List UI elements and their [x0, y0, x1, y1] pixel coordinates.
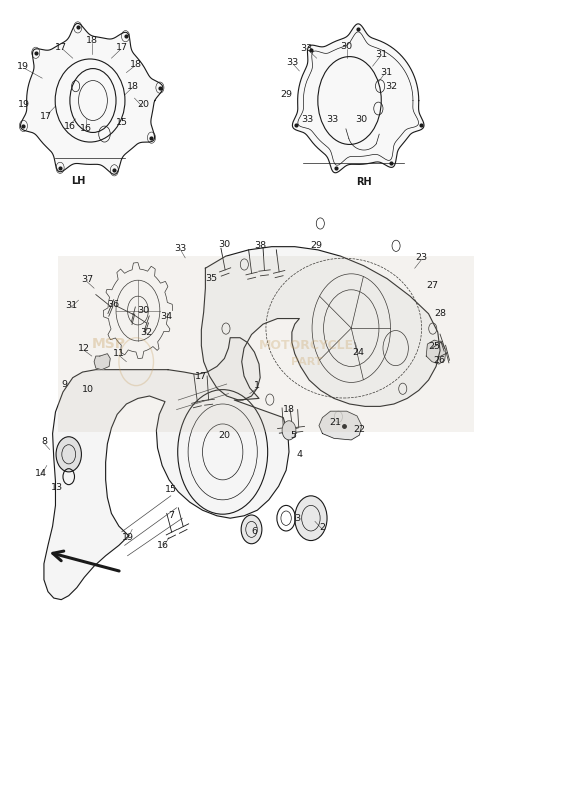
Text: 20: 20: [218, 431, 231, 441]
Text: 29: 29: [280, 90, 292, 98]
Polygon shape: [20, 23, 163, 174]
Polygon shape: [201, 246, 440, 406]
Text: RH: RH: [356, 177, 372, 187]
Text: 18: 18: [86, 36, 98, 45]
Text: 31: 31: [65, 302, 77, 310]
Text: 21: 21: [329, 418, 341, 427]
Text: 17: 17: [116, 42, 128, 51]
Text: 33: 33: [301, 115, 314, 124]
Text: 33: 33: [300, 44, 313, 53]
Text: 19: 19: [17, 62, 28, 70]
Text: 12: 12: [78, 343, 90, 353]
Text: 17: 17: [195, 371, 208, 381]
Text: 20: 20: [138, 100, 150, 109]
Text: 30: 30: [340, 42, 353, 50]
Text: 4: 4: [297, 450, 302, 459]
Text: 25: 25: [428, 342, 440, 351]
Text: 30: 30: [355, 115, 367, 124]
Text: 16: 16: [80, 124, 92, 133]
Text: LH: LH: [71, 176, 86, 186]
Text: 7: 7: [168, 511, 174, 520]
Text: 10: 10: [82, 385, 94, 394]
Text: MSP: MSP: [92, 337, 126, 351]
Text: 22: 22: [353, 425, 365, 434]
Polygon shape: [94, 354, 110, 370]
FancyBboxPatch shape: [58, 256, 473, 432]
Text: 13: 13: [51, 483, 63, 492]
Text: 18: 18: [127, 82, 139, 90]
Text: 15: 15: [165, 485, 177, 494]
Text: 26: 26: [433, 356, 445, 366]
Text: 31: 31: [380, 68, 392, 77]
Text: 3: 3: [295, 514, 301, 522]
Text: 35: 35: [205, 274, 217, 283]
Text: 23: 23: [416, 254, 428, 262]
Text: 14: 14: [35, 469, 47, 478]
Text: 27: 27: [426, 282, 438, 290]
Text: 19: 19: [18, 100, 29, 109]
Text: 30: 30: [138, 306, 150, 315]
Text: 18: 18: [130, 60, 142, 69]
Text: 17: 17: [40, 112, 51, 121]
Text: 2: 2: [320, 523, 325, 532]
Polygon shape: [426, 340, 446, 364]
Circle shape: [282, 421, 296, 440]
Text: 37: 37: [81, 275, 93, 284]
Text: 19: 19: [121, 533, 134, 542]
Text: 32: 32: [385, 82, 397, 91]
Text: 5: 5: [291, 431, 297, 441]
Circle shape: [56, 437, 81, 472]
Text: 24: 24: [352, 347, 364, 357]
Text: 18: 18: [283, 405, 295, 414]
Text: 16: 16: [64, 122, 76, 130]
Text: 8: 8: [41, 437, 47, 446]
Text: 6: 6: [251, 527, 257, 536]
Text: 38: 38: [254, 242, 266, 250]
Text: 33: 33: [286, 58, 298, 67]
Text: 16: 16: [157, 541, 169, 550]
Text: 9: 9: [61, 379, 67, 389]
Text: 1: 1: [254, 381, 260, 390]
Text: 17: 17: [55, 42, 67, 51]
Text: 15: 15: [116, 118, 128, 126]
Text: 34: 34: [161, 312, 173, 321]
Polygon shape: [44, 338, 289, 600]
Polygon shape: [292, 24, 424, 173]
Text: 36: 36: [107, 300, 119, 309]
Text: PART: PART: [291, 357, 322, 366]
Text: 30: 30: [218, 240, 231, 249]
Circle shape: [295, 496, 327, 541]
Text: 33: 33: [326, 115, 338, 124]
Text: 29: 29: [311, 242, 323, 250]
Text: 32: 32: [140, 328, 152, 337]
Circle shape: [241, 515, 262, 544]
Text: 11: 11: [113, 349, 125, 358]
Text: MOTORCYCLE: MOTORCYCLE: [259, 339, 354, 352]
Text: 31: 31: [375, 50, 387, 58]
Text: 33: 33: [175, 244, 187, 253]
Text: 28: 28: [434, 310, 446, 318]
Polygon shape: [319, 411, 362, 440]
